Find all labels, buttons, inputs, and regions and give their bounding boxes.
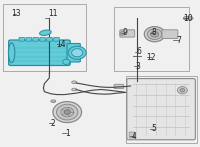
Circle shape bbox=[72, 49, 83, 57]
Circle shape bbox=[177, 87, 187, 94]
Text: 2: 2 bbox=[51, 118, 56, 127]
Ellipse shape bbox=[72, 88, 77, 91]
Circle shape bbox=[57, 104, 78, 120]
Text: 13: 13 bbox=[11, 9, 20, 18]
Text: 11: 11 bbox=[49, 9, 58, 18]
Circle shape bbox=[151, 31, 159, 37]
Text: 9: 9 bbox=[122, 28, 127, 37]
Circle shape bbox=[64, 110, 70, 114]
FancyBboxPatch shape bbox=[129, 132, 134, 138]
Text: 4: 4 bbox=[131, 132, 136, 141]
Ellipse shape bbox=[184, 17, 193, 20]
Text: 14: 14 bbox=[56, 40, 66, 49]
Circle shape bbox=[61, 107, 74, 117]
Text: 6: 6 bbox=[136, 47, 141, 56]
Circle shape bbox=[63, 59, 70, 65]
Ellipse shape bbox=[40, 30, 51, 35]
Circle shape bbox=[189, 17, 193, 20]
Text: 8: 8 bbox=[151, 28, 156, 37]
FancyBboxPatch shape bbox=[127, 79, 195, 140]
FancyBboxPatch shape bbox=[67, 44, 80, 62]
Circle shape bbox=[183, 16, 188, 20]
Text: 1: 1 bbox=[65, 129, 70, 138]
Text: 12: 12 bbox=[146, 53, 155, 62]
Text: 5: 5 bbox=[151, 124, 156, 133]
Circle shape bbox=[53, 102, 82, 123]
FancyBboxPatch shape bbox=[19, 37, 25, 41]
FancyBboxPatch shape bbox=[9, 40, 70, 66]
FancyBboxPatch shape bbox=[120, 30, 135, 37]
Circle shape bbox=[144, 27, 165, 42]
Ellipse shape bbox=[51, 100, 56, 102]
Circle shape bbox=[147, 29, 162, 40]
FancyBboxPatch shape bbox=[162, 30, 178, 39]
FancyBboxPatch shape bbox=[40, 37, 45, 41]
Text: 10: 10 bbox=[184, 14, 193, 23]
Ellipse shape bbox=[72, 81, 77, 83]
Ellipse shape bbox=[8, 43, 15, 63]
Circle shape bbox=[120, 32, 125, 35]
Text: 7: 7 bbox=[176, 36, 181, 45]
Circle shape bbox=[68, 46, 86, 59]
FancyBboxPatch shape bbox=[47, 37, 52, 41]
FancyBboxPatch shape bbox=[114, 84, 124, 89]
Circle shape bbox=[180, 88, 185, 92]
FancyBboxPatch shape bbox=[54, 37, 59, 41]
Text: 3: 3 bbox=[135, 62, 140, 71]
FancyBboxPatch shape bbox=[33, 37, 38, 41]
FancyBboxPatch shape bbox=[26, 37, 31, 41]
